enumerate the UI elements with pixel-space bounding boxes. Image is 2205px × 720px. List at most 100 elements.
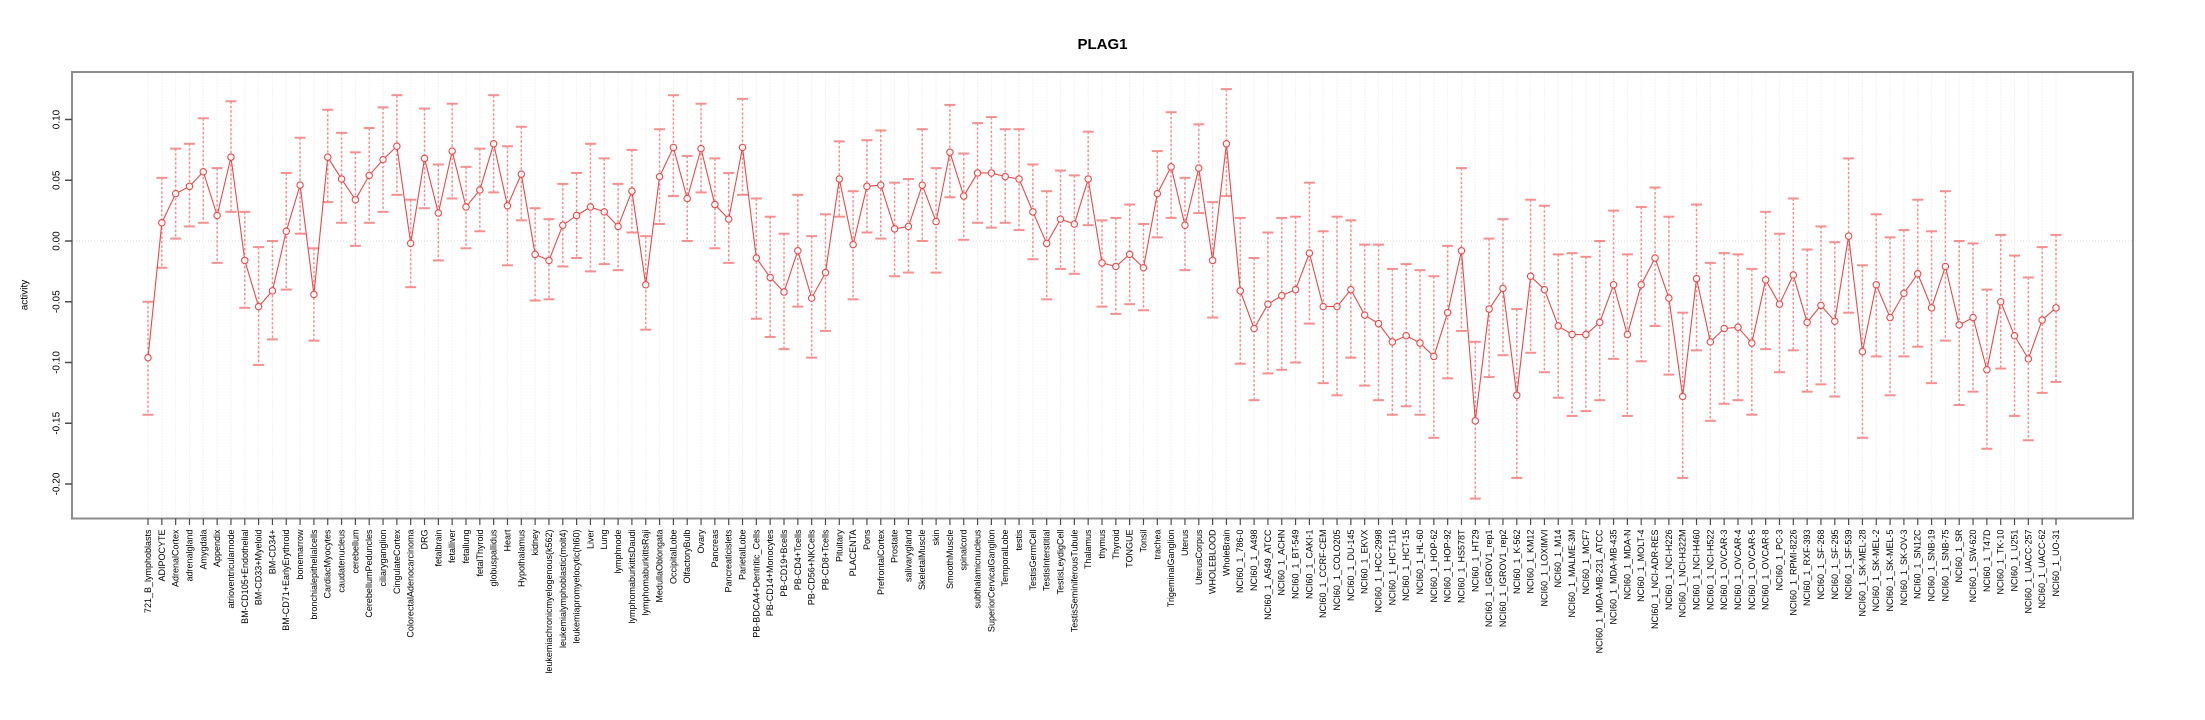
data-point [365, 171, 373, 180]
data-point [531, 250, 539, 259]
data-point [641, 280, 650, 289]
x-tick-label: Thalamus [1083, 529, 1093, 569]
data-point [503, 202, 512, 210]
x-tick-label: NCI60_1_SNB-75 [1940, 530, 1950, 602]
data-point [628, 187, 636, 195]
x-tick-label: globuspallidus [489, 529, 499, 587]
x-tick-label: NCI60_1_NCI-H322M [1678, 530, 1688, 618]
x-tick-label: OlfactoryBulb [682, 530, 692, 584]
x-tick-label: subthalamicnucleus [973, 529, 983, 609]
data-point [296, 181, 304, 189]
x-tick-label: UterusCorpus [1194, 529, 1204, 585]
data-point [1927, 304, 1936, 312]
data-point [1388, 338, 1397, 346]
data-point [849, 240, 857, 249]
data-point [1692, 274, 1701, 283]
x-tick-label: Pons [862, 529, 872, 550]
data-point [1526, 272, 1535, 280]
x-tick-label: NCI60_1_MDA-MB-231_ATCC [1595, 529, 1605, 653]
x-tick-label: NCI60_1_HOP-92 [1443, 530, 1453, 603]
x-tick-label: PB-BDCA4+Dentritic_Cells [751, 529, 761, 638]
data-point [559, 221, 567, 229]
x-tick-label: NCI60_1_OVCAR-8 [1761, 530, 1771, 611]
data-point [1803, 318, 1811, 327]
data-point [1291, 285, 1300, 294]
data-point [1015, 175, 1023, 183]
x-tick-label: TestisLeydigCell [1055, 530, 1065, 595]
x-tick-label: BM-CD34+ [267, 530, 277, 575]
data-point [821, 268, 830, 277]
x-tick-label: BM-CD105+Endothelial [240, 530, 250, 624]
x-tick-label: leukemiapromyelocytic(hl60) [572, 530, 582, 644]
data-point [448, 147, 456, 155]
data-point [2024, 355, 2033, 363]
data-point [863, 182, 871, 191]
x-tick-label: NCI60_1_MOLT-4 [1636, 530, 1646, 602]
x-tick-label: NCI60_1_NCI-H226 [1664, 530, 1674, 611]
x-tick-label: NCI60_1_UACC-62 [2037, 529, 2047, 608]
data-point [489, 140, 498, 148]
data-point [337, 175, 346, 183]
x-tick-label: Liver [585, 530, 595, 550]
x-tick-label: AdrenalCortex [171, 529, 181, 587]
x-tick-label: TestisGermCell [1028, 530, 1038, 591]
data-point [476, 186, 484, 194]
data-point [766, 273, 774, 282]
x-tick-label: trachea [1152, 530, 1162, 560]
data-point [1485, 305, 1493, 313]
data-point [1250, 324, 1258, 333]
data-point [268, 287, 277, 295]
x-tick-label: NCI60_1_HS578T [1456, 529, 1466, 603]
x-tick-label: WHOLEBLOOD [1208, 529, 1218, 594]
x-tick-label: bronchialepithelialcells [309, 529, 319, 620]
x-tick-label: skin [931, 530, 941, 546]
x-tick-label: Pituitary [834, 529, 844, 562]
x-tick-label: NCI60_1_OVCAR-5 [1747, 530, 1757, 611]
x-tick-label: kidney [530, 529, 540, 556]
data-point [158, 219, 166, 227]
x-tick-label: NCI60_1_A498 [1249, 530, 1259, 592]
data-point [877, 181, 885, 189]
data-point [932, 217, 940, 226]
x-tick-label: salivarygland [903, 530, 913, 583]
data-point [1333, 302, 1341, 311]
x-tick-label: Tonsil [1138, 530, 1148, 553]
x-tick-label: NCI60_1_MCF7 [1581, 530, 1591, 595]
x-tick-label: leukemiachronicmyelogenous(k562) [544, 530, 554, 674]
x-tick-label: NCI60_1_M14 [1553, 530, 1563, 588]
x-tick-label: WholeBrain [1221, 530, 1231, 577]
data-point [1844, 232, 1853, 240]
x-tick-label: fetalbrain [433, 530, 443, 567]
x-tick-label: NCI60_1_HT29 [1470, 530, 1480, 593]
data-point [614, 222, 622, 231]
data-point [711, 200, 719, 209]
x-tick-label: NCI60_1_OVCAR-4 [1733, 530, 1743, 611]
y-tick-label: -0.05 [51, 290, 62, 313]
x-tick-label: NCI60_1_RPMI-8226 [1788, 530, 1798, 616]
data-point [1181, 221, 1189, 229]
data-point [323, 153, 332, 161]
data-point [1637, 280, 1645, 289]
data-point [1913, 270, 1922, 278]
data-point [1568, 330, 1576, 339]
x-tick-label: SmoothMuscle [945, 530, 955, 590]
x-tick-label: NCI60_1_OVCAR-3 [1719, 530, 1729, 611]
data-point [1678, 392, 1687, 401]
data-point [1858, 347, 1867, 356]
data-point [1582, 330, 1590, 339]
data-point [655, 172, 664, 181]
data-point [227, 153, 235, 161]
y-tick-label: -0.15 [51, 411, 62, 434]
x-tick-label: NCI60_1_IGROV1_rep2 [1498, 530, 1508, 628]
data-point [1195, 164, 1203, 172]
x-tick-label: NCI60_1_NCI-ADR-RES [1650, 530, 1660, 630]
x-tick-label: Appendix [212, 529, 222, 567]
data-point [1900, 289, 1908, 297]
x-tick-label: Heart [502, 529, 512, 552]
data-point [2052, 304, 2060, 312]
data-point [1360, 311, 1369, 319]
data-point [1319, 302, 1327, 311]
data-point [1208, 256, 1217, 265]
x-tick-label: NCI60_1_UACC-257 [2023, 529, 2033, 613]
data-point [1153, 189, 1162, 198]
